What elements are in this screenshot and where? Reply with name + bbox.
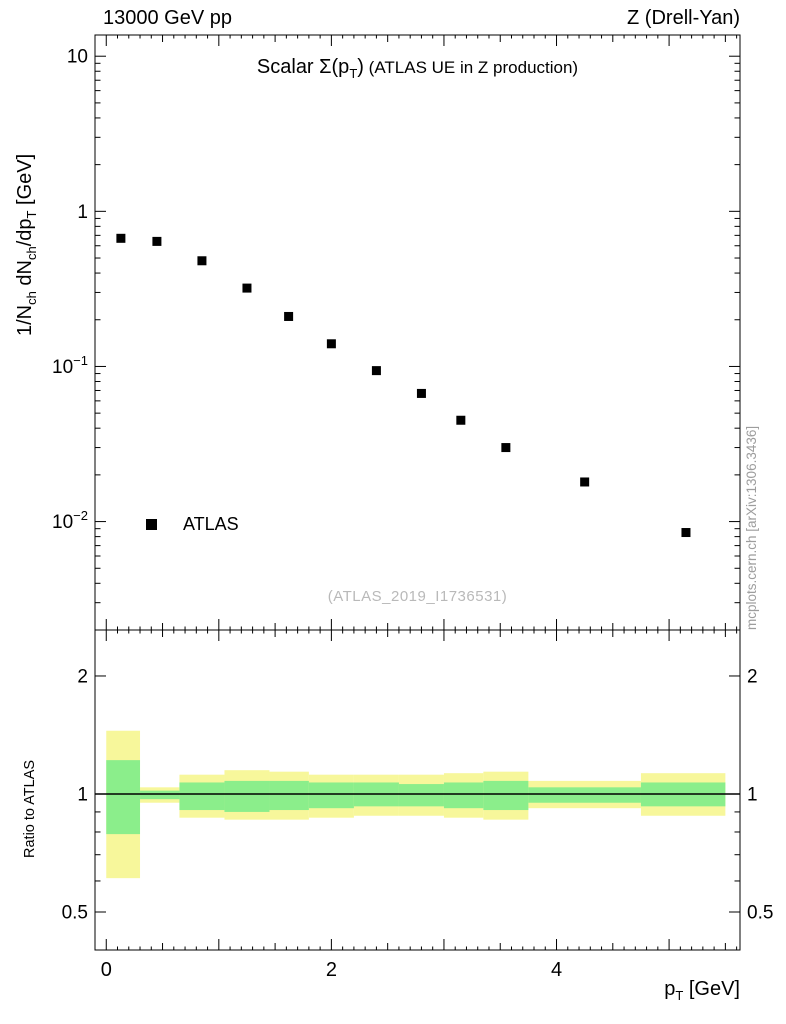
mcplots-side-note: mcplots.cern.ch [arXiv:1306.3436] xyxy=(744,425,759,630)
svg-text:2: 2 xyxy=(326,959,337,981)
legend-marker-square-icon xyxy=(146,519,157,530)
panel-frames xyxy=(94,34,741,951)
svg-text:0.5: 0.5 xyxy=(747,903,773,924)
svg-text:1: 1 xyxy=(77,202,88,223)
plot-title-subscript: T xyxy=(349,66,358,81)
ratio-band-inner xyxy=(106,760,726,835)
plot-title: Scalar Σ(pT) (ATLAS UE in Z production) xyxy=(95,56,740,81)
header-process: Z (Drell-Yan) xyxy=(627,7,740,29)
svg-text:10−2: 10−2 xyxy=(52,508,88,533)
plot-title-note: (ATLAS UE in Z production) xyxy=(363,58,579,77)
y-axis-ticks xyxy=(95,55,740,951)
axis-tick-labels: 10 1 10−1 10−2 2 2 1 1 0.5 0.5 0 2 4 xyxy=(52,47,773,981)
svg-text:10−1: 10−1 xyxy=(52,353,88,378)
plot-title-close: ) xyxy=(357,56,364,78)
svg-text:4: 4 xyxy=(551,959,562,981)
x-axis-ticks xyxy=(105,35,738,950)
svg-text:1: 1 xyxy=(77,784,88,805)
ratio-axis-title: Ratio to ATLAS xyxy=(22,759,38,858)
svg-text:2: 2 xyxy=(747,666,758,687)
data-points xyxy=(116,233,691,538)
plot-title-main: Scalar Σ(p xyxy=(256,56,350,78)
svg-text:0: 0 xyxy=(101,959,112,981)
legend: ATLAS xyxy=(146,514,239,535)
svg-text:1: 1 xyxy=(747,784,758,805)
svg-text:2: 2 xyxy=(77,666,88,687)
legend-label: ATLAS xyxy=(183,514,239,534)
y-axis-title: 1/Nch dNch/dpT [GeV] xyxy=(14,153,39,336)
svg-text:10: 10 xyxy=(67,47,88,68)
x-axis-title: pT [GeV] xyxy=(664,978,740,1003)
header-beam-energy: 13000 GeV pp xyxy=(103,7,232,29)
analysis-watermark: (ATLAS_2019_I1736531) xyxy=(327,588,508,605)
svg-text:0.5: 0.5 xyxy=(62,903,88,924)
